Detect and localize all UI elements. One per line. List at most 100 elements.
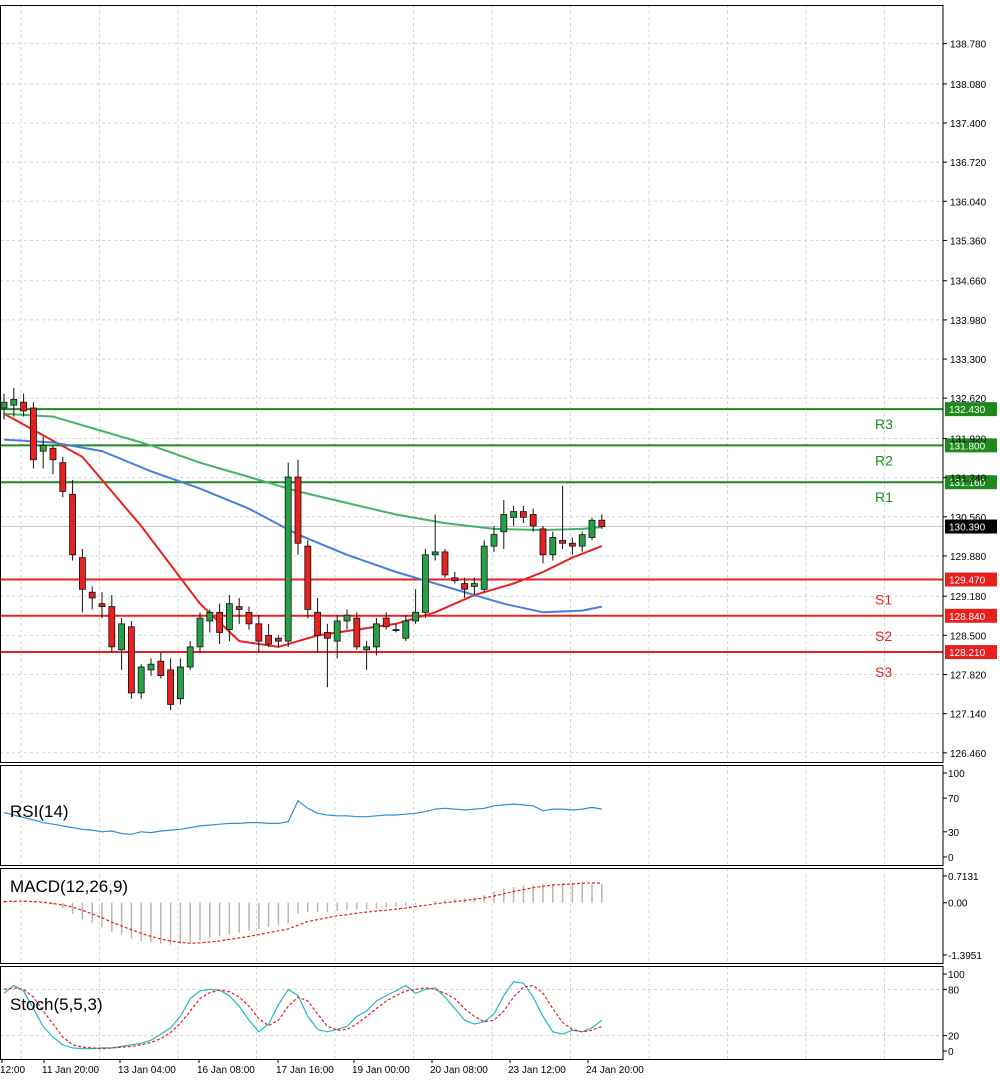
level-name-s2: S2: [875, 628, 892, 644]
candle-body: [421, 554, 429, 613]
candle-body: [235, 606, 243, 610]
price-tick-label: 138.780: [950, 40, 987, 51]
panel-frames: [0, 5, 944, 1060]
candle-body: [20, 401, 28, 412]
price-tick-label: 129.180: [950, 592, 987, 603]
candle-body: [382, 617, 390, 628]
candle-body: [353, 617, 361, 648]
macd-signal-line: [3, 882, 602, 944]
stoch-tick-label: 20: [948, 1032, 960, 1043]
panel-frame: [0, 765, 944, 866]
price-tick-label: 129.880: [950, 552, 987, 563]
candle-body: [274, 637, 282, 642]
price-tick-label: 134.660: [950, 277, 987, 288]
price-tick-label: 130.560: [950, 513, 987, 524]
candle-body: [147, 663, 155, 671]
grid: [0, 5, 943, 1059]
candle-body: [304, 545, 312, 610]
level-price-box: [945, 608, 997, 623]
level-price-box: [945, 645, 997, 660]
support-resistance-levels: R3 132.430 R2 131.800 R1 131.160 S1 129.470 S2 12…: [0, 402, 997, 680]
stoch-signal-line: [3, 984, 603, 1050]
level-price-label: 131.160: [949, 478, 986, 489]
rsi-tick-label: 30: [948, 828, 960, 839]
rsi-tick-label: 100: [948, 769, 965, 780]
candle-body: [500, 514, 508, 533]
axes: 138.780 138.080 137.400 136.720 136.040 135.3…: [0, 40, 987, 1076]
panel-frame: [0, 868, 944, 964]
candle-body: [167, 669, 175, 705]
level-price-label: 128.210: [949, 648, 986, 659]
candle-body: [372, 623, 380, 648]
candle-body: [363, 646, 371, 651]
macd-panel: [3, 882, 603, 945]
candle-body: [412, 611, 420, 622]
moving-average-line-1: [3, 438, 602, 614]
price-tick-label: 131.240: [950, 474, 987, 485]
candle-body: [431, 551, 439, 556]
price-tick-label: 132.620: [950, 394, 987, 405]
candle-body: [402, 620, 410, 639]
candle-body: [333, 620, 341, 642]
price-tick-label: 136.040: [950, 197, 987, 208]
candle-body: [137, 666, 145, 694]
stoch-tick-label: 0: [948, 1047, 954, 1058]
time-axis-label: 12:00: [0, 1065, 25, 1076]
candle-body: [98, 603, 106, 607]
stoch-tick-label: 100: [948, 970, 965, 981]
candle-body: [206, 611, 214, 622]
macd-tick-label: 0.00: [948, 899, 968, 910]
stoch-panel: [0, 981, 943, 1050]
price-tick-label: 127.140: [950, 710, 987, 721]
level-price-box: [945, 572, 997, 587]
candle-body: [59, 462, 67, 492]
candle-body: [79, 557, 86, 590]
candle-body: [539, 528, 547, 556]
candle-body: [284, 476, 292, 642]
candle-body: [314, 611, 322, 636]
current-price-box: [945, 519, 997, 534]
price-tick-label: 131.920: [950, 434, 987, 445]
rsi-tick-label: 0: [948, 853, 954, 864]
candle-body: [255, 623, 263, 642]
candle-body: [88, 591, 96, 599]
candle-body: [323, 632, 331, 639]
candle-body: [461, 583, 469, 590]
panel-frame: [0, 966, 944, 1060]
level-price-label: 128.840: [949, 612, 986, 623]
candle-body: [39, 444, 47, 452]
rsi-label: RSI(14): [10, 802, 69, 821]
candle-body: [69, 493, 76, 556]
level-price-label: 131.800: [949, 441, 986, 452]
moving-averages: [3, 412, 603, 648]
candle-body: [559, 539, 566, 544]
candle-body: [569, 542, 576, 547]
level-name-r2: R2: [875, 452, 893, 468]
price-tick-label: 138.080: [950, 80, 987, 91]
candle-body: [529, 514, 537, 527]
candle-body: [294, 476, 302, 544]
candle-body: [343, 614, 351, 622]
candle-body: [127, 626, 135, 694]
candle-body: [29, 407, 37, 461]
stoch-tick-label: 80: [948, 985, 960, 996]
price-tick-label: 127.820: [950, 670, 987, 681]
candle-body: [245, 611, 253, 625]
level-name-r3: R3: [875, 416, 893, 432]
candle-body: [216, 611, 224, 633]
candle-body: [598, 519, 606, 527]
macd-label: MACD(12,26,9): [10, 877, 128, 896]
candle-body: [176, 666, 184, 700]
price-tick-label: 135.360: [950, 236, 987, 247]
price-tick-label: 136.720: [950, 158, 987, 169]
time-axis-label: 17 Jan 16:00: [276, 1065, 334, 1076]
time-axis-label: 19 Jan 00:00: [352, 1065, 410, 1076]
level-price-box: [945, 438, 997, 453]
candle-body: [157, 660, 165, 677]
candle-body: [510, 511, 518, 518]
candle-body: [451, 577, 459, 582]
candle-body: [265, 634, 273, 645]
candle-body: [578, 534, 586, 547]
